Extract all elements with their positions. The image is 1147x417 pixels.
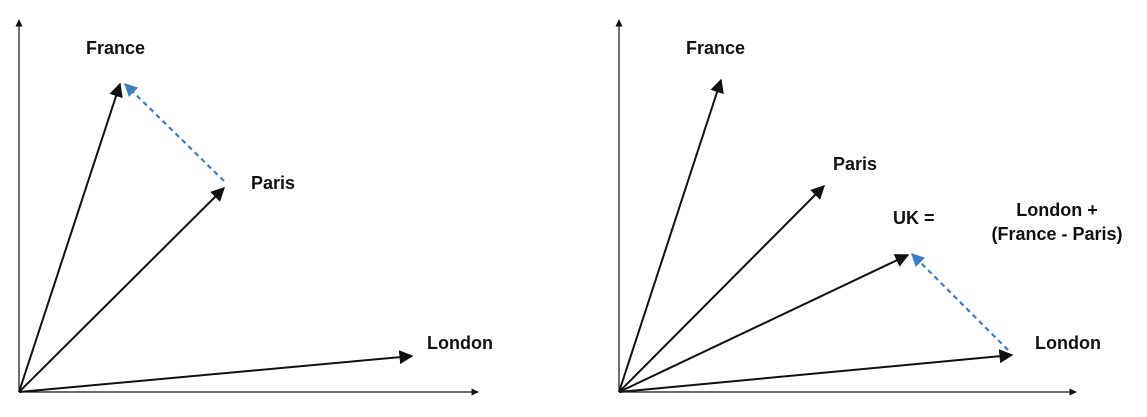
right-uk-vector [618,254,910,393]
right-offset-vector [911,253,1009,351]
right-france-label: France [686,38,746,58]
left-france-vector [18,82,123,393]
right-london-label: London [1035,333,1101,353]
left-london-label: London [427,333,493,353]
left-paris-label: Paris [251,173,296,193]
uk-formula-line2: (France - Paris) [991,224,1123,244]
left-london-vector [18,350,414,393]
uk-formula: London + (France - Paris) [968,198,1146,246]
left-panel [15,19,479,396]
uk-formula-line1: London + [1016,200,1098,220]
uk-label: UK = [893,208,935,228]
left-offset-vector [124,83,225,182]
left-paris-vector [18,187,225,393]
right-london-vector [618,349,1014,393]
right-panel [615,19,1077,396]
right-paris-label: Paris [833,154,878,174]
left-france-label: France [86,38,146,58]
right-paris-vector [618,185,825,393]
right-france-vector [618,78,724,393]
